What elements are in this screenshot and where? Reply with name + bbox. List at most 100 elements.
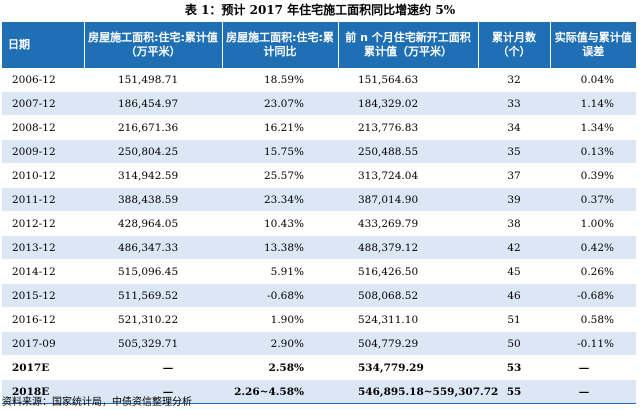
date-cell: 2017E bbox=[2, 355, 84, 380]
error-cell: -0.11% bbox=[550, 331, 636, 356]
table-title: 表 1：预计 2017 年住宅施工面积同比增速约 5% bbox=[184, 3, 456, 17]
yoy-cell: 2.58% bbox=[222, 355, 338, 380]
construction-area-cell: 521,310.22 bbox=[84, 307, 222, 332]
table-row: 2006-12 151,498.71 18.59% 151,564.63 32 0.04% bbox=[2, 68, 636, 92]
new-start-area-cell: 250,488.55 bbox=[338, 139, 478, 164]
yoy-cell: 13.38% bbox=[222, 235, 338, 260]
error-cell: 0.26% bbox=[550, 259, 636, 284]
yoy-cell: 16.21% bbox=[222, 115, 338, 140]
new-start-area-cell: 184,329.02 bbox=[338, 91, 478, 116]
date-cell: 2018E bbox=[2, 379, 84, 404]
new-start-area-cell: 504,779.29 bbox=[338, 331, 478, 356]
header-construction-area: 房屋施工面积:住宅:累计值（万平米） bbox=[84, 22, 223, 68]
yoy-cell: -0.68% bbox=[222, 283, 338, 308]
construction-area-cell: 505,329.71 bbox=[84, 331, 222, 356]
construction-area-cell: 314,942.59 bbox=[84, 163, 222, 188]
error-cell: -0.68% bbox=[550, 283, 636, 308]
date-cell: 2009-12 bbox=[2, 139, 84, 164]
table-row: 2011-12 388,438.59 23.34% 387,014.90 39 0.37% bbox=[2, 187, 636, 212]
new-start-area-cell: 313,724.04 bbox=[338, 163, 478, 188]
construction-area-cell: 428,964.05 bbox=[84, 211, 222, 236]
yoy-cell: 15.75% bbox=[222, 139, 338, 164]
months-cell: 37 bbox=[478, 163, 550, 188]
error-cell: 0.42% bbox=[550, 235, 636, 260]
date-cell: 2012-12 bbox=[2, 211, 84, 236]
new-start-area-cell: 387,014.90 bbox=[338, 187, 478, 212]
error-cell: — bbox=[550, 379, 636, 404]
months-cell: 38 bbox=[478, 211, 550, 236]
table-row: 2018E —2.26~4.58% 546,895.18~559,307.72 55— bbox=[2, 379, 636, 404]
yoy-cell: 10.43% bbox=[222, 211, 338, 236]
table-row: 2009-12 250,804.25 15.75% 250,488.55 35 0.13% bbox=[2, 139, 636, 164]
months-cell: 50 bbox=[478, 331, 550, 356]
table-row: 2008-12 216,671.36 16.21% 213,776.83 34 1.34% bbox=[2, 115, 636, 140]
table-row: 2016-12 521,310.22 1.90% 524,311.10 51 0.58% bbox=[2, 307, 636, 332]
construction-area-cell: — bbox=[84, 379, 222, 404]
error-cell: 1.00% bbox=[550, 211, 636, 236]
date-cell: 2006-12 bbox=[2, 68, 84, 92]
construction-area-cell: 216,671.36 bbox=[84, 115, 222, 140]
new-start-area-cell: 516,426.50 bbox=[338, 259, 478, 284]
construction-area-cell: 511,569.52 bbox=[84, 283, 222, 308]
months-cell: 46 bbox=[478, 283, 550, 308]
date-cell: 2014-12 bbox=[2, 259, 84, 284]
table-row: 2012-12 428,964.05 10.43% 433,269.79 38 1.00% bbox=[2, 211, 636, 236]
months-cell: 34 bbox=[478, 115, 550, 140]
months-cell: 55 bbox=[478, 379, 550, 404]
date-cell: 2007-12 bbox=[2, 91, 84, 116]
error-cell: 0.37% bbox=[550, 187, 636, 212]
date-cell: 2015-12 bbox=[2, 283, 84, 308]
construction-area-cell: 388,438.59 bbox=[84, 187, 222, 212]
source-note: 资料来源：国家统计局，中债资信整理分析 bbox=[2, 397, 192, 408]
new-start-area-cell: 488,379.12 bbox=[338, 235, 478, 260]
yoy-cell: 23.07% bbox=[222, 91, 338, 116]
error-cell: 0.58% bbox=[550, 307, 636, 332]
header-months: 累计月数（个） bbox=[478, 22, 551, 68]
error-cell: 0.04% bbox=[550, 68, 636, 92]
new-start-area-cell: 546,895.18~559,307.72 bbox=[338, 379, 498, 404]
header-date: 日期 bbox=[2, 22, 85, 68]
error-cell: — bbox=[550, 355, 636, 380]
construction-area-cell: — bbox=[84, 355, 222, 380]
construction-area-cell: 151,498.71 bbox=[84, 68, 222, 92]
error-cell: 1.34% bbox=[550, 115, 636, 140]
construction-area-cell: 250,804.25 bbox=[84, 139, 222, 164]
months-cell: 45 bbox=[478, 259, 550, 284]
yoy-cell: 18.59% bbox=[222, 68, 338, 92]
yoy-cell: 23.34% bbox=[222, 187, 338, 212]
header-new-start-area: 前 n 个月住宅新开工面积累计值（万平米） bbox=[338, 22, 479, 68]
months-cell: 42 bbox=[478, 235, 550, 260]
new-start-area-cell: 433,269.79 bbox=[338, 211, 478, 236]
new-start-area-cell: 508,068.52 bbox=[338, 283, 478, 308]
header-error: 实际值与累计值误差 bbox=[550, 22, 636, 68]
date-cell: 2017-09 bbox=[2, 331, 84, 356]
yoy-cell: 5.91% bbox=[222, 259, 338, 284]
months-cell: 32 bbox=[478, 68, 550, 92]
months-cell: 51 bbox=[478, 307, 550, 332]
date-cell: 2016-12 bbox=[2, 307, 84, 332]
months-cell: 35 bbox=[478, 139, 550, 164]
date-cell: 2011-12 bbox=[2, 187, 84, 212]
table-row: 2013-12 486,347.33 13.38% 488,379.12 42 0.42% bbox=[2, 235, 636, 260]
yoy-cell: 25.57% bbox=[222, 163, 338, 188]
yoy-cell: 2.90% bbox=[222, 331, 338, 356]
error-cell: 0.39% bbox=[550, 163, 636, 188]
error-cell: 0.13% bbox=[550, 139, 636, 164]
months-cell: 39 bbox=[478, 187, 550, 212]
months-cell: 33 bbox=[478, 91, 550, 116]
table-row: 2007-12 186,454.97 23.07% 184,329.02 33 1.14% bbox=[2, 91, 636, 116]
new-start-area-cell: 534,779.29 bbox=[338, 355, 478, 380]
header-row: 日期 房屋施工面积:住宅:累计值（万平米） 房屋施工面积:住宅:累计同比 前 n… bbox=[2, 22, 636, 68]
table-row: 2010-12 314,942.59 25.57% 313,724.04 37 0.39% bbox=[2, 163, 636, 188]
new-start-area-cell: 213,776.83 bbox=[338, 115, 478, 140]
table-row: 2017-09 505,329.71 2.90% 504,779.29 50 -0.11% bbox=[2, 331, 636, 356]
table-row: 2017E —2.58% 534,779.29 53— bbox=[2, 355, 636, 380]
data-table: 日期 房屋施工面积:住宅:累计值（万平米） 房屋施工面积:住宅:累计同比 前 n… bbox=[2, 22, 636, 404]
new-start-area-cell: 151,564.63 bbox=[338, 68, 478, 92]
header-yoy: 房屋施工面积:住宅:累计同比 bbox=[222, 22, 339, 68]
table-row: 2014-12 515,096.45 5.91% 516,426.50 45 0.26% bbox=[2, 259, 636, 284]
table-row: 2015-12 511,569.52 -0.68% 508,068.52 46 -0.68… bbox=[2, 283, 636, 308]
construction-area-cell: 515,096.45 bbox=[84, 259, 222, 284]
date-cell: 2008-12 bbox=[2, 115, 84, 140]
error-cell: 1.14% bbox=[550, 91, 636, 116]
